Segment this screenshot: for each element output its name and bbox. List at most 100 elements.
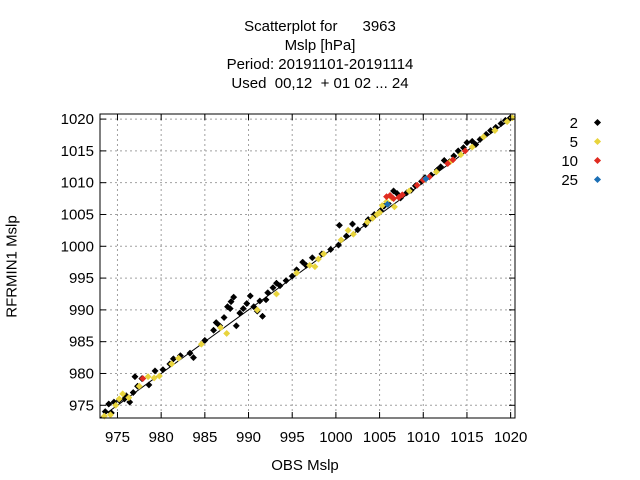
y-tick-label: 975	[69, 397, 94, 414]
scatter-point	[342, 232, 350, 240]
scatter-point	[145, 381, 153, 389]
scatter-point	[197, 340, 205, 348]
scatter-point	[468, 143, 476, 151]
scatter-point	[150, 374, 158, 382]
grid-layer	[100, 114, 515, 418]
y-tick-label: 990	[69, 302, 94, 319]
scatter-point	[139, 375, 147, 383]
scatter-point	[269, 284, 277, 292]
scatter-point	[264, 289, 272, 297]
scatter-point	[306, 261, 314, 269]
scatter-point	[348, 220, 357, 228]
scatter-point	[327, 245, 335, 254]
legend-marker-series-1	[593, 118, 602, 127]
x-tick-label: 1005	[363, 429, 396, 446]
legend-item-series-4: 25	[520, 171, 630, 190]
scatter-point	[239, 305, 247, 313]
scatter-point	[186, 349, 194, 357]
scatter-point	[311, 263, 319, 271]
scatter-point	[334, 241, 343, 249]
legend-item-series-2: 5	[520, 133, 630, 152]
x-tick-label: 1015	[450, 429, 483, 446]
scatter-point	[276, 282, 284, 290]
chart-title-line-4: Used 00,12 + 01 02 ... 24	[231, 75, 409, 92]
scatter-point	[288, 272, 296, 280]
chart-title-line-1: Scatterplot for 3963	[244, 18, 396, 35]
scatter-point	[363, 218, 371, 226]
y-tick-label: 1005	[61, 206, 94, 223]
scatter-point	[112, 401, 120, 409]
scatter-point	[503, 118, 511, 126]
series-10-points	[139, 147, 469, 383]
scatter-point	[201, 336, 209, 344]
scatter-point	[398, 191, 406, 199]
scatter-point	[461, 147, 469, 155]
scatter-point	[119, 390, 127, 398]
legend-marker-series-3	[593, 156, 602, 165]
scatter-point	[337, 236, 345, 244]
scatter-point	[155, 372, 163, 380]
y-tick-label: 1000	[61, 238, 94, 255]
scatter-point	[129, 389, 137, 397]
scatter-point	[282, 277, 290, 285]
scatter-point	[354, 226, 362, 234]
scatter-point	[232, 322, 240, 330]
series-25-points	[383, 175, 430, 208]
scatter-point	[189, 354, 198, 362]
scatter-point	[308, 254, 316, 262]
scatter-point	[491, 126, 499, 135]
scatter-point	[262, 296, 270, 304]
scatter-point	[220, 313, 228, 322]
x-axis-title: OBS Mslp	[271, 457, 339, 474]
x-tick-label: 980	[149, 429, 174, 446]
x-tick-label: 1000	[319, 429, 352, 446]
x-tick-label: 1010	[407, 429, 440, 446]
y-tick-label: 995	[69, 270, 94, 287]
scatter-point	[126, 398, 134, 406]
legend-marker-series-4	[593, 175, 602, 184]
scatter-point	[246, 292, 254, 300]
chart-title-line-3: Period: 20191101-20191114	[226, 56, 414, 73]
scatter-point	[349, 230, 357, 238]
scatter-point	[230, 293, 238, 301]
scatter-point	[272, 290, 281, 298]
scatter-point	[227, 298, 235, 306]
scatter-point	[151, 367, 159, 375]
x-tick-label: 995	[280, 429, 305, 446]
scatter-point	[256, 297, 264, 305]
legend-label-series-2: 5	[569, 134, 578, 151]
scatter-point	[159, 366, 167, 374]
legend-label-series-1: 2	[569, 115, 578, 132]
y-tick-label: 1010	[61, 175, 94, 192]
scatter-point	[405, 187, 413, 195]
scatter-point	[175, 354, 183, 362]
tick-layer: 975 980 985 990 995 1000 1005 1010 1015 1020 975 98…	[61, 111, 528, 446]
scatter-point	[444, 160, 452, 168]
scatter-point	[125, 394, 133, 402]
scatter-point	[253, 306, 261, 314]
scatter-point	[335, 221, 343, 229]
x-tick-label: 1020	[494, 429, 527, 446]
scatter-point	[376, 209, 384, 217]
y-axis-title: RFRMIN1 Mslp	[3, 215, 21, 318]
scatter-point	[314, 255, 322, 263]
scatter-point	[422, 175, 430, 183]
scatter-point	[369, 214, 377, 222]
scatter-point	[236, 309, 244, 317]
scatter-point	[383, 200, 391, 208]
scatter-point	[463, 139, 471, 147]
x-tick-label: 990	[236, 429, 261, 446]
scatter-point	[168, 360, 176, 368]
scatter-point	[320, 250, 328, 258]
scatter-point	[432, 168, 440, 176]
legend-marker-series-2	[593, 137, 602, 146]
scatter-point	[437, 163, 445, 171]
scatter-point	[135, 382, 143, 390]
points-layer	[100, 114, 516, 420]
scatter-point	[258, 312, 267, 320]
scatter-point	[226, 305, 234, 313]
scatter-point	[210, 326, 218, 334]
scatter-point	[223, 329, 231, 337]
scatter-point	[449, 156, 457, 164]
